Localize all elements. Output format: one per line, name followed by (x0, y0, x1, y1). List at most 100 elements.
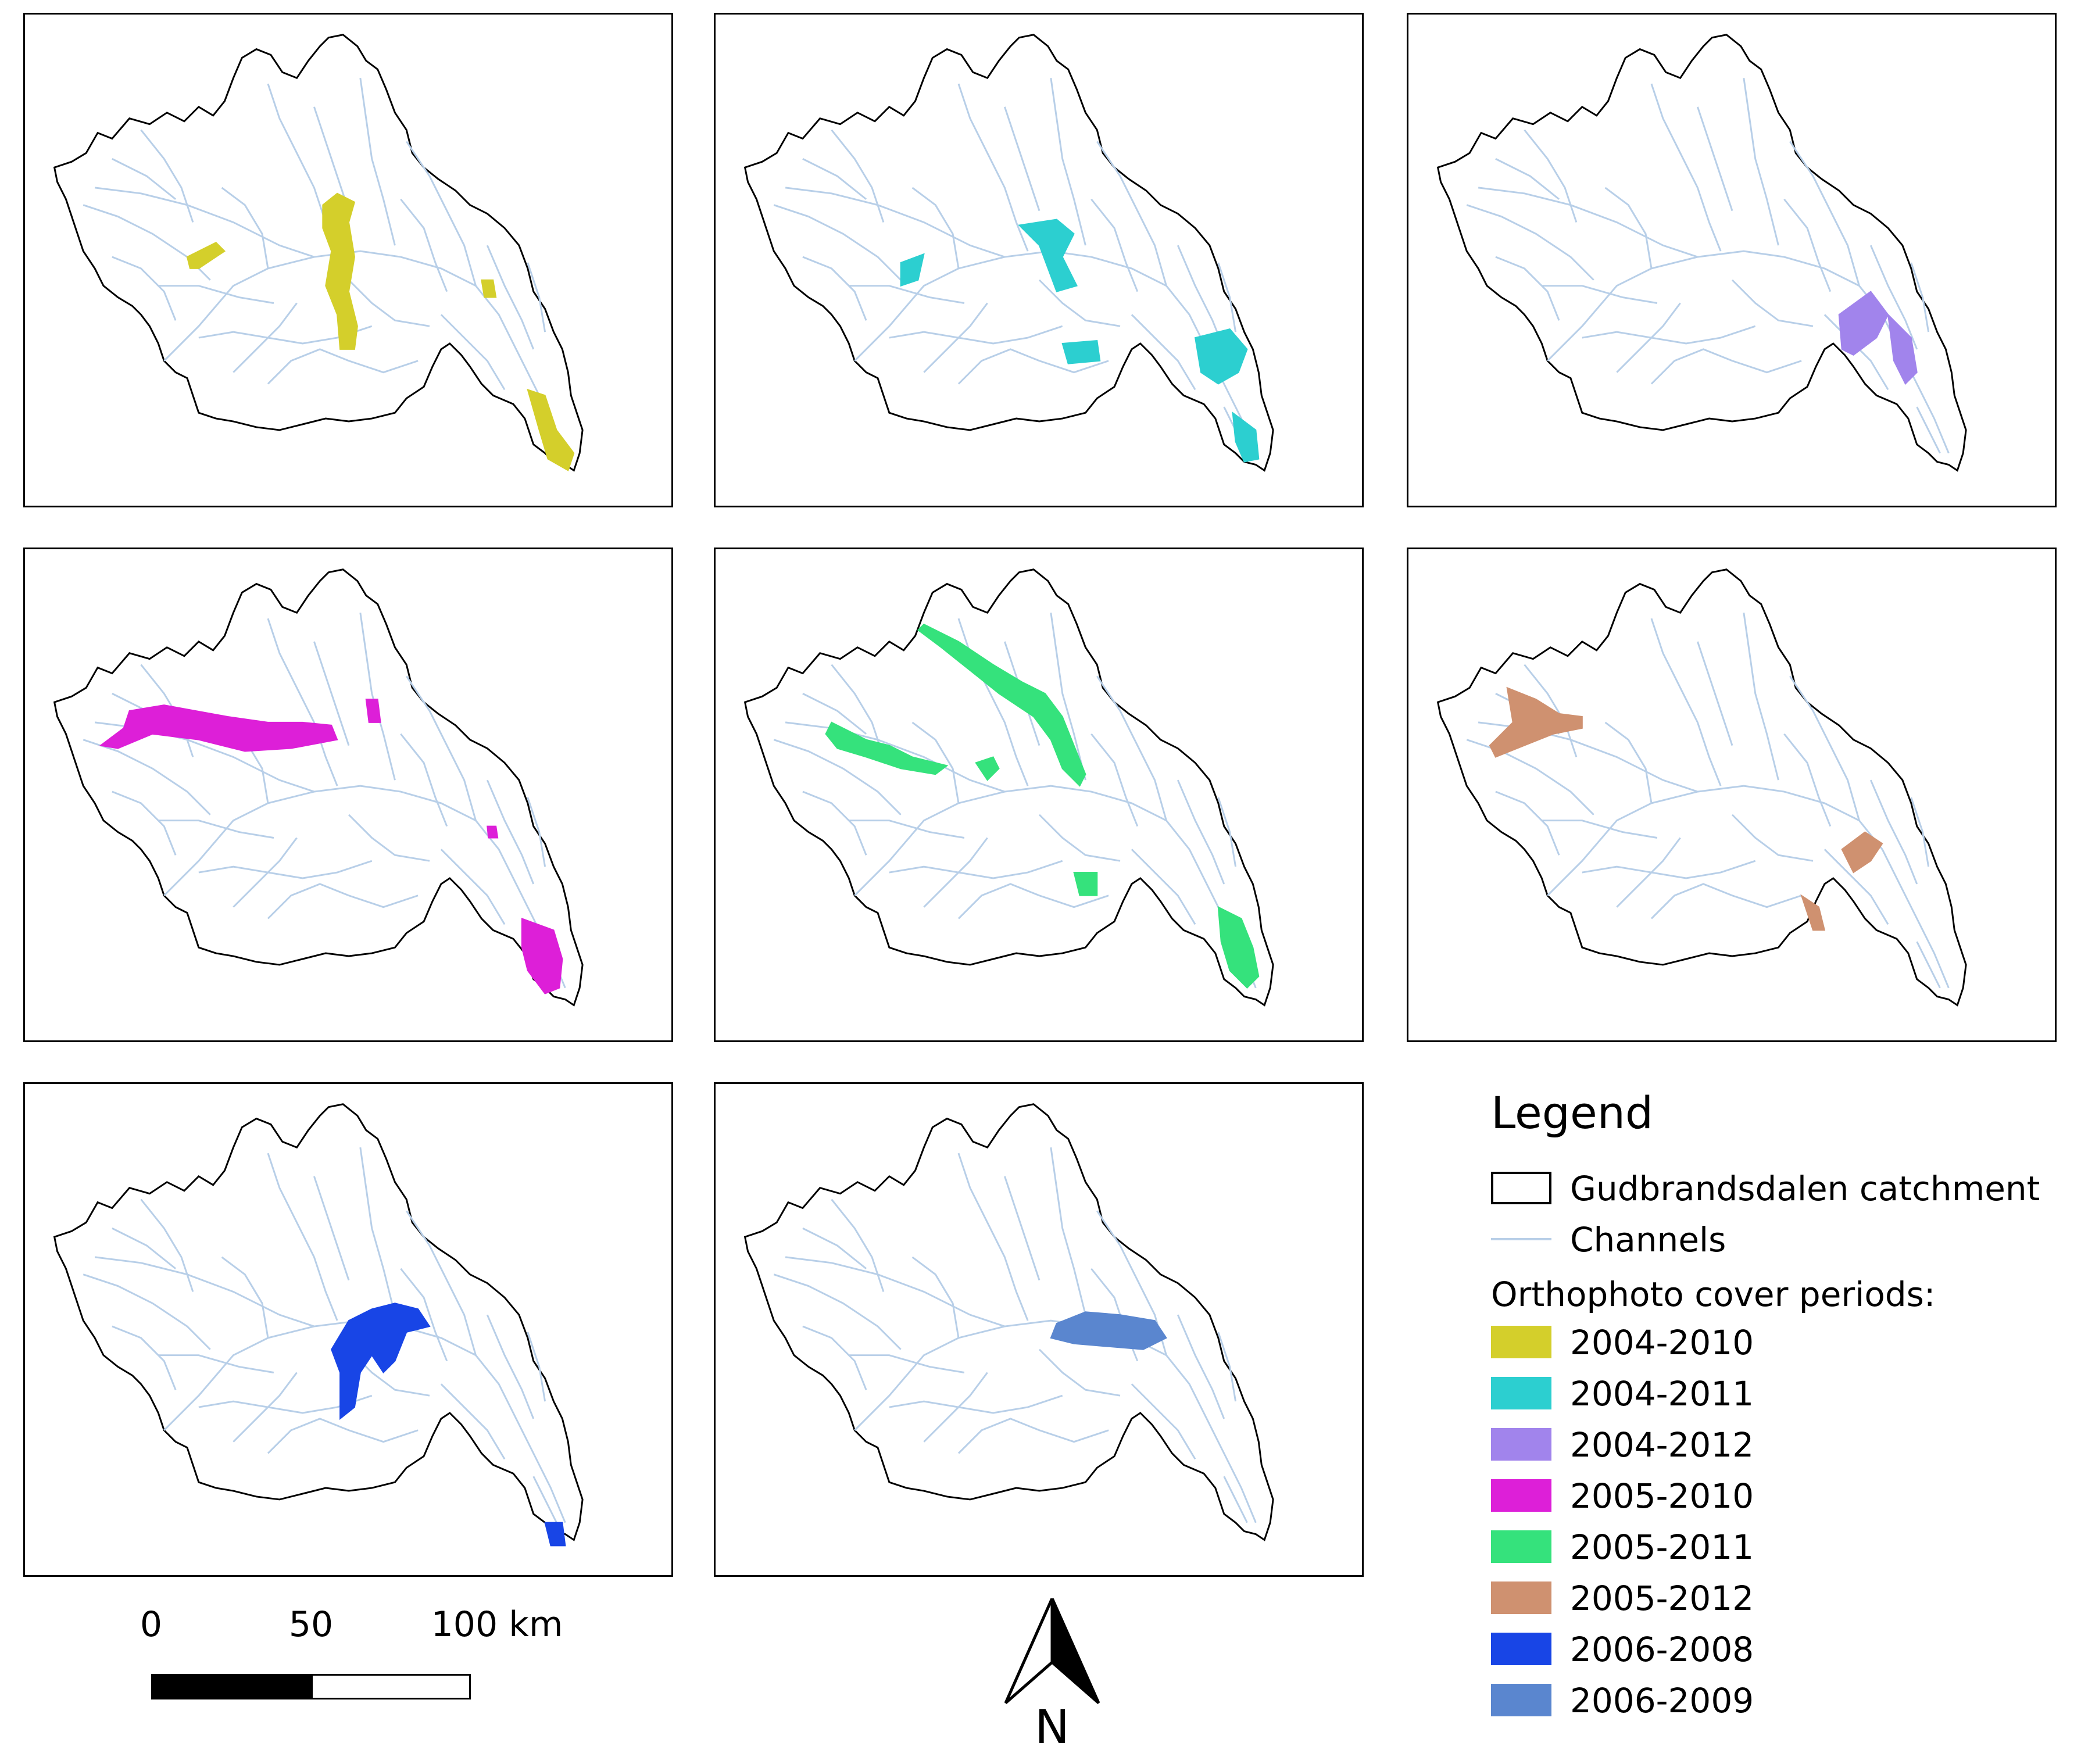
map-panel-2004-2010 (23, 13, 673, 507)
channel-line (1604, 187, 1653, 269)
map-panel-2004-2011 (714, 13, 1364, 507)
north-arrow: N (988, 1597, 1116, 1754)
channel-line (923, 837, 988, 908)
channel-line (1650, 883, 1802, 919)
catchment-swatch (1491, 1172, 1551, 1204)
channel-line (1547, 785, 1950, 989)
channel-line (1650, 618, 1722, 786)
legend-swatch (1491, 1326, 1551, 1358)
legend-label-channels: Channels (1570, 1220, 1726, 1260)
channel-line (267, 1153, 338, 1321)
channel-line (911, 1256, 960, 1339)
catchment-map (53, 1103, 584, 1547)
channel-line (1616, 302, 1681, 373)
orthophoto-coverage-area (825, 721, 949, 775)
scale-label-0: 0 (140, 1604, 163, 1645)
channel-line (923, 1372, 988, 1443)
channel-line (1547, 250, 1950, 454)
channel-line (440, 314, 506, 391)
map-panel-2004-2012 (1407, 13, 2057, 507)
channel-line (923, 302, 988, 373)
channel-line (1131, 314, 1196, 391)
channel-line (802, 1227, 867, 1269)
catchment-outline (1436, 34, 1967, 472)
channel-line (802, 790, 867, 856)
channel-line (359, 613, 396, 781)
channel-line (359, 78, 396, 246)
legend-label: 2005-2012 (1570, 1579, 1754, 1618)
channel-line (889, 1394, 1063, 1414)
channel-line (1495, 256, 1560, 321)
channel-line (911, 721, 960, 804)
scale-label-100: 100 km (431, 1604, 563, 1645)
channel-line (1217, 797, 1237, 867)
channel-line (1604, 721, 1653, 804)
legend-label: 2004-2010 (1570, 1323, 1754, 1362)
channel-line (406, 1210, 477, 1356)
channel-line (957, 883, 1109, 919)
channel-line (313, 106, 350, 212)
orthophoto-coverage-area (1232, 411, 1260, 463)
catchment-outline (53, 34, 584, 472)
channel-line (400, 733, 448, 827)
channel-line (1542, 820, 1658, 839)
channel-line (440, 1383, 506, 1460)
channel-line (140, 129, 194, 223)
channel-line (233, 837, 298, 908)
channel-line (1050, 1147, 1086, 1315)
channel-line (112, 790, 177, 856)
orthophoto-coverage-area (1838, 291, 1889, 356)
catchment-map (1436, 568, 1967, 1007)
channel-line (785, 187, 1005, 258)
scale-bar-white-segment (311, 1674, 471, 1699)
channel-line (1004, 1176, 1040, 1281)
channel-line (1096, 675, 1167, 821)
legend-title: Legend (1491, 1087, 1654, 1139)
channel-line (1650, 348, 1802, 385)
channel-line (1478, 187, 1698, 258)
orthophoto-coverage-area (1841, 831, 1883, 874)
legend-swatch (1491, 1530, 1551, 1563)
channel-line (527, 262, 546, 332)
orthophoto-coverage-area (975, 756, 1000, 781)
orthophoto-coverage-area (331, 1303, 431, 1420)
legend-label: 2005-2011 (1570, 1527, 1754, 1567)
channel-line (112, 1325, 177, 1390)
channel-line (1869, 779, 1918, 885)
catchment-outline (1436, 568, 1967, 1007)
channel-line (359, 1147, 396, 1315)
channel-line (406, 141, 477, 287)
channel-line (158, 820, 274, 839)
channel-line (911, 187, 960, 269)
channel-line (1910, 797, 1930, 867)
channel-line (440, 849, 506, 925)
catchment-outline (53, 1103, 584, 1541)
orthophoto-coverage-area (544, 1522, 566, 1547)
channel-line (849, 820, 965, 839)
channel-line (1650, 83, 1722, 252)
catchment-map (743, 1103, 1274, 1541)
channel-line (1524, 129, 1578, 223)
channel-line (313, 641, 350, 746)
channel-line (233, 1372, 298, 1443)
legend-swatch (1491, 1633, 1551, 1665)
legend-label: 2004-2011 (1570, 1374, 1754, 1414)
channel-line (1616, 837, 1681, 908)
channel-line (1217, 262, 1237, 332)
legend-swatch (1491, 1479, 1551, 1512)
channel-line (1038, 1348, 1121, 1397)
orthophoto-coverage-area (1800, 894, 1826, 931)
channels-line-swatch (1491, 1238, 1551, 1240)
legend-label: 2004-2012 (1570, 1425, 1754, 1465)
orthophoto-coverage-area (365, 699, 381, 723)
channel-line (94, 1256, 314, 1328)
channel-line (1743, 613, 1779, 781)
orthophoto-coverage-area (527, 388, 575, 471)
channel-line (1823, 849, 1889, 925)
orthophoto-coverage-area (900, 253, 925, 287)
channel-line (1050, 613, 1086, 781)
channel-line (486, 779, 535, 885)
channel-line (802, 158, 867, 200)
scale-bar: 0 50 100 km (140, 1604, 563, 1755)
channel-line (1582, 325, 1756, 345)
